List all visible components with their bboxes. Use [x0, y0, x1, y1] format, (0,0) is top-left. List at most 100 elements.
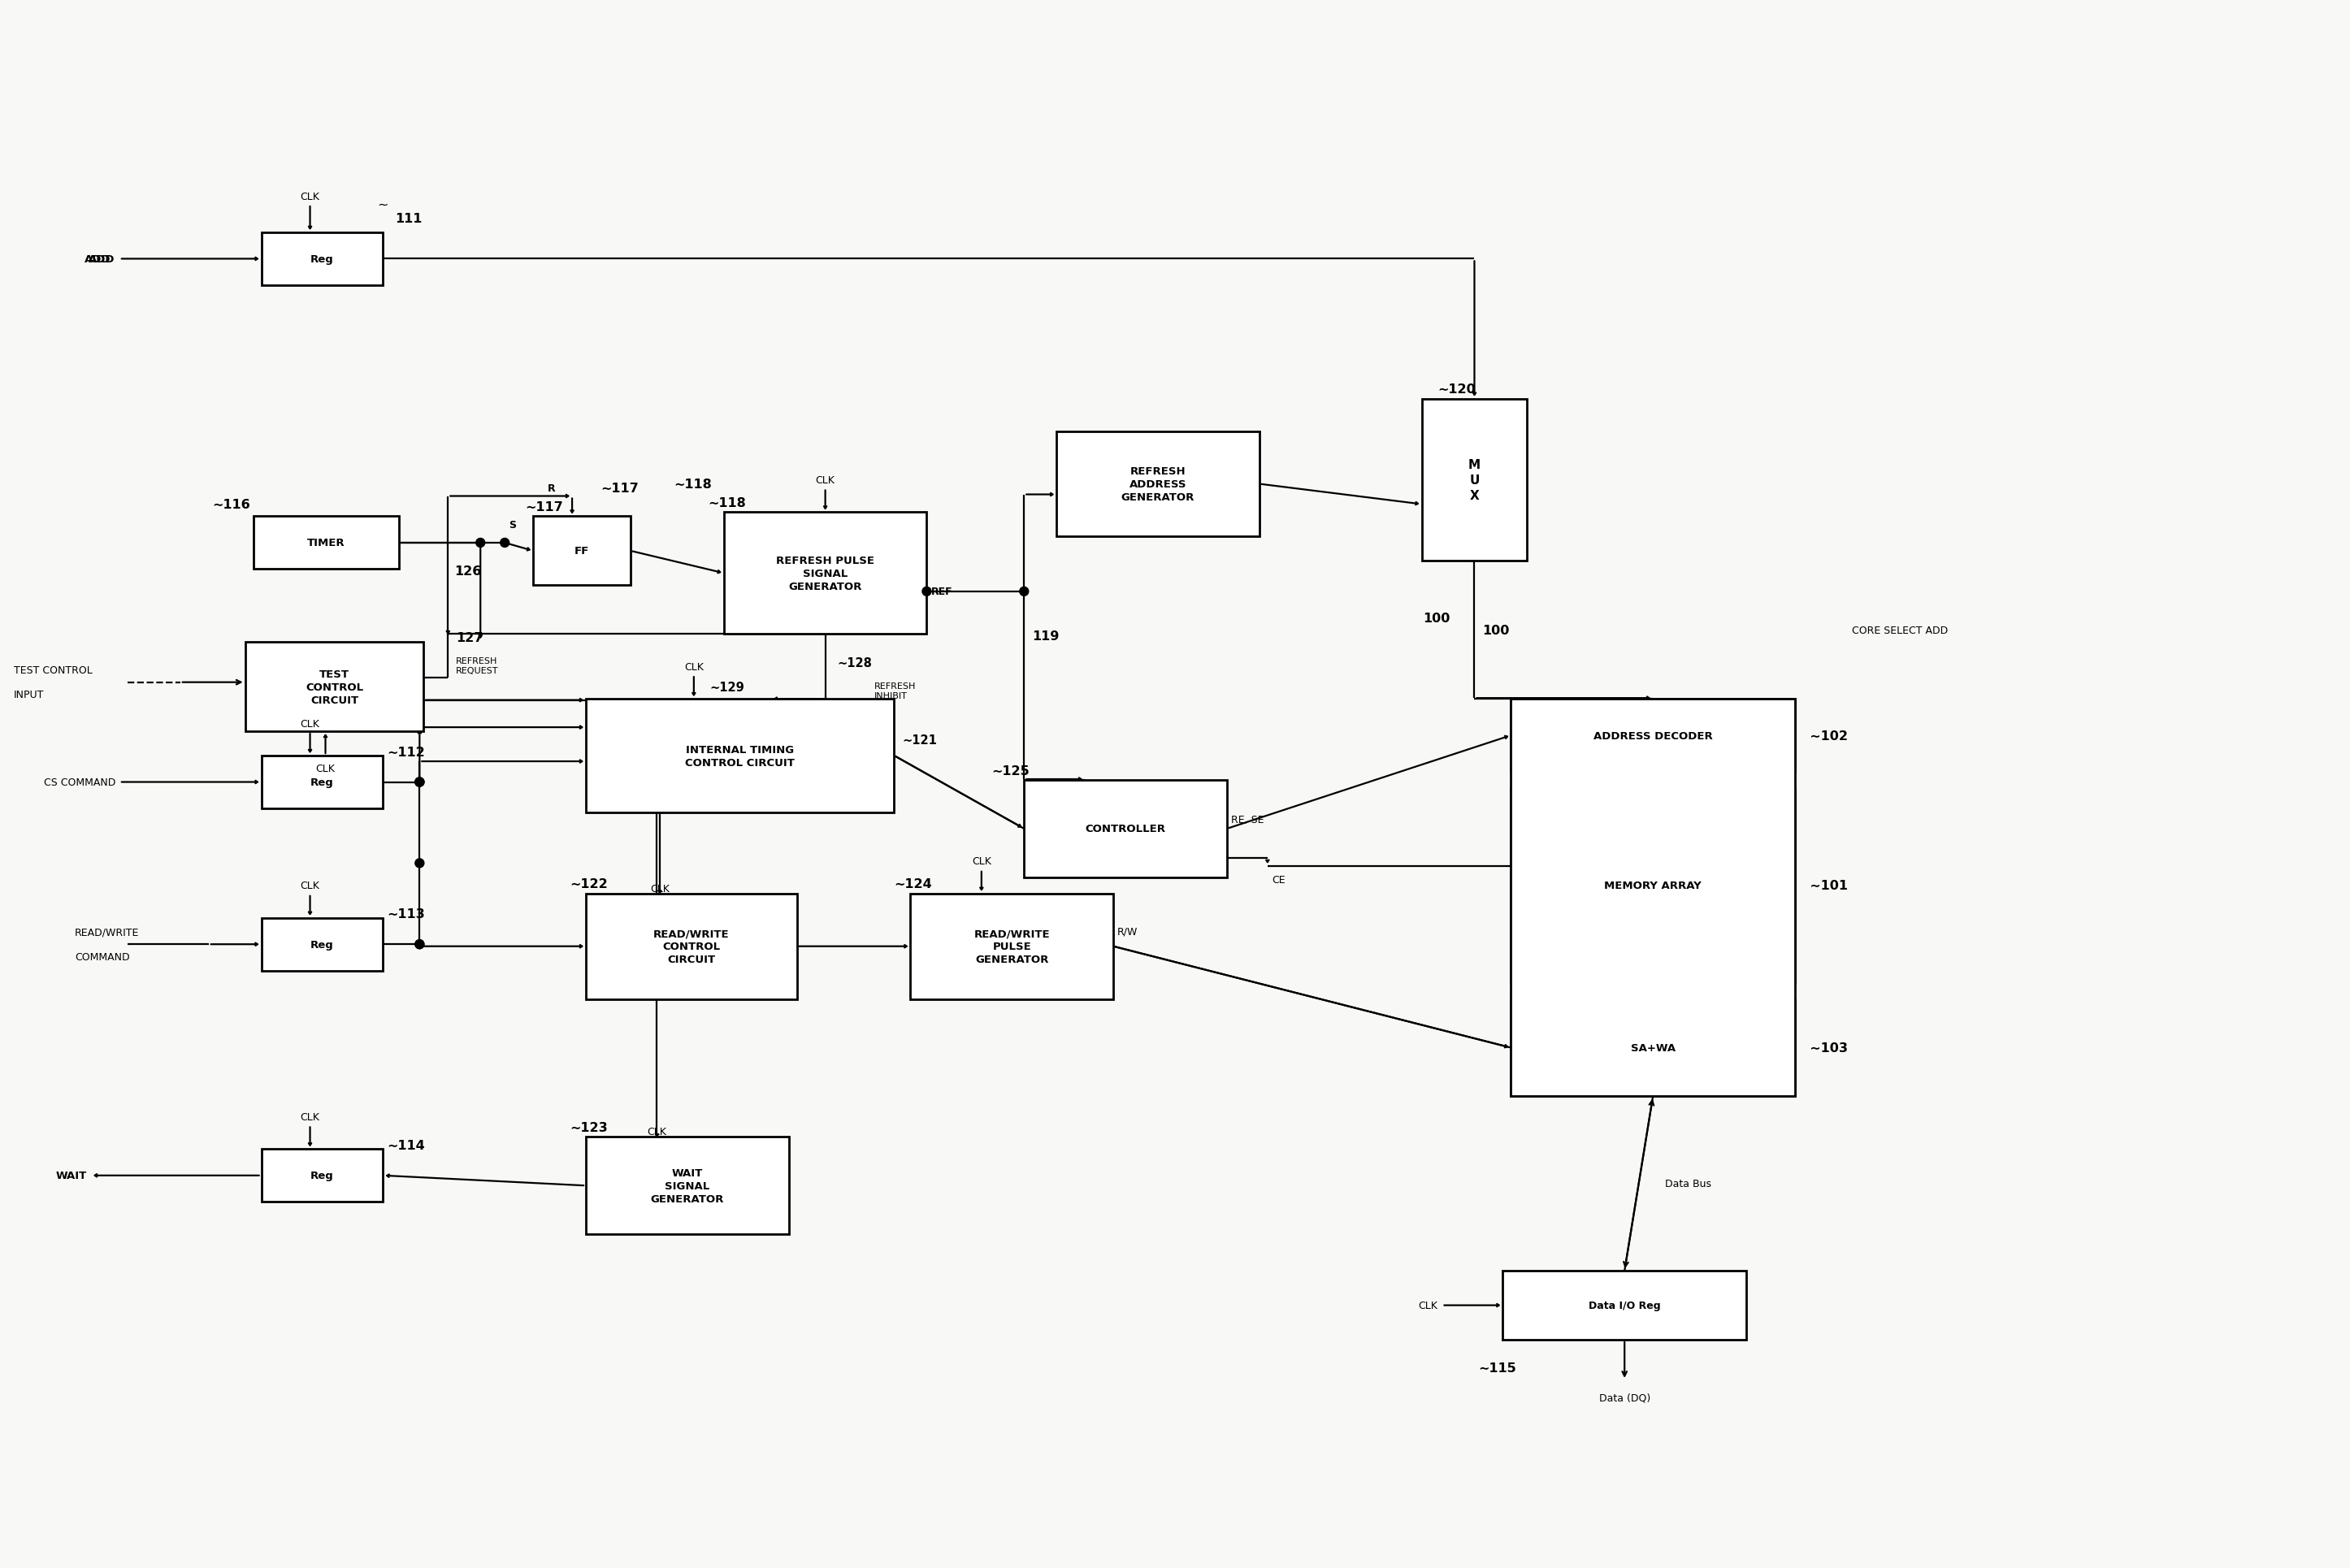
Text: ADD: ADD [85, 254, 110, 265]
Text: ∼101: ∼101 [1807, 880, 1847, 892]
Text: 100: 100 [1483, 624, 1509, 637]
Bar [1502, 1272, 1746, 1339]
Text: 100: 100 [1424, 612, 1450, 624]
Text: ∼113: ∼113 [388, 908, 425, 920]
Circle shape [416, 778, 423, 787]
Text: CS COMMAND: CS COMMAND [45, 778, 115, 787]
Bar [261, 234, 383, 285]
Bar [1511, 999, 1795, 1096]
Text: ∼120: ∼120 [1438, 384, 1476, 395]
Text: Reg: Reg [310, 778, 334, 787]
Text: ∼117: ∼117 [524, 502, 564, 513]
Text: ∼115: ∼115 [1478, 1363, 1516, 1374]
Text: REFRESH
REQUEST: REFRESH REQUEST [456, 657, 498, 674]
Bar [724, 513, 926, 635]
Text: FF: FF [573, 546, 590, 557]
Text: ∼128: ∼128 [837, 657, 872, 670]
Text: ∼123: ∼123 [569, 1121, 609, 1134]
Bar [244, 643, 423, 732]
Circle shape [416, 941, 423, 949]
Text: CLK: CLK [651, 883, 670, 894]
Text: ∼102: ∼102 [1807, 729, 1847, 742]
Text: ADDRESS DECODER: ADDRESS DECODER [1593, 731, 1713, 742]
Text: ∼117: ∼117 [602, 483, 639, 494]
Circle shape [416, 941, 423, 949]
Text: Reg: Reg [310, 939, 334, 950]
Text: ∼116: ∼116 [211, 499, 251, 511]
Text: READ/WRITE: READ/WRITE [75, 927, 139, 938]
Text: CLK: CLK [646, 1126, 667, 1137]
Text: SA+WA: SA+WA [1631, 1043, 1676, 1054]
Text: S: S [510, 521, 517, 530]
Text: CLK: CLK [1419, 1300, 1438, 1311]
Text: CLK: CLK [684, 662, 703, 673]
Circle shape [416, 859, 423, 869]
Bar [1511, 699, 1795, 773]
Bar [1511, 699, 1795, 1096]
Text: ∼125: ∼125 [992, 765, 1029, 776]
Text: CORE SELECT ADD: CORE SELECT ADD [1852, 626, 1948, 635]
Text: Data I/O Reg: Data I/O Reg [1589, 1300, 1661, 1311]
Text: WAIT
SIGNAL
GENERATOR: WAIT SIGNAL GENERATOR [651, 1168, 724, 1204]
Text: Data (DQ): Data (DQ) [1598, 1392, 1650, 1403]
Text: ∼121: ∼121 [902, 734, 938, 746]
Circle shape [921, 588, 931, 596]
Text: ∼112: ∼112 [388, 746, 425, 757]
Circle shape [1020, 588, 1029, 596]
Text: 111: 111 [395, 213, 423, 224]
Bar [1058, 431, 1260, 538]
Text: ∼114: ∼114 [388, 1138, 425, 1151]
Text: 126: 126 [454, 566, 482, 577]
Bar [533, 517, 630, 586]
Text: CLK: CLK [973, 856, 992, 867]
Text: ∼129: ∼129 [710, 681, 745, 693]
Text: Reg: Reg [310, 1170, 334, 1181]
Text: ∼: ∼ [378, 199, 388, 210]
Text: REF: REF [931, 586, 952, 597]
Text: R: R [548, 483, 555, 494]
Text: CLK: CLK [315, 764, 336, 773]
Text: COMMAND: COMMAND [75, 952, 129, 963]
Text: REFRESH
ADDRESS
GENERATOR: REFRESH ADDRESS GENERATOR [1121, 466, 1194, 503]
Circle shape [416, 778, 423, 787]
Text: Data Bus: Data Bus [1666, 1179, 1711, 1189]
Circle shape [416, 778, 423, 787]
Bar [1511, 789, 1795, 983]
Text: 127: 127 [456, 632, 484, 644]
Text: ∼122: ∼122 [569, 878, 609, 891]
Text: REFRESH PULSE
SIGNAL
GENERATOR: REFRESH PULSE SIGNAL GENERATOR [776, 555, 874, 591]
Text: ADD: ADD [89, 254, 115, 265]
Text: ∼103: ∼103 [1807, 1041, 1847, 1054]
Bar [261, 919, 383, 971]
Text: READ/WRITE
CONTROL
CIRCUIT: READ/WRITE CONTROL CIRCUIT [653, 928, 728, 964]
Text: TEST
CONTROL
CIRCUIT: TEST CONTROL CIRCUIT [306, 670, 364, 706]
Text: Reg: Reg [310, 254, 334, 265]
Text: CLK: CLK [815, 475, 834, 486]
Text: CE: CE [1271, 875, 1285, 884]
Text: CLK: CLK [301, 1112, 320, 1123]
Text: ∼118: ∼118 [674, 478, 712, 491]
Text: REFRESH
INHIBIT: REFRESH INHIBIT [874, 682, 917, 699]
Text: INTERNAL TIMING
CONTROL CIRCUIT: INTERNAL TIMING CONTROL CIRCUIT [686, 745, 794, 768]
Circle shape [477, 539, 484, 547]
Bar [909, 894, 1114, 999]
Text: M
U
X: M U X [1469, 459, 1480, 502]
Text: ∼124: ∼124 [895, 878, 933, 891]
Text: CLK: CLK [301, 191, 320, 202]
Text: TEST CONTROL: TEST CONTROL [14, 665, 92, 676]
Text: RE, SE: RE, SE [1231, 814, 1264, 825]
Text: CLK: CLK [301, 881, 320, 891]
Bar [585, 699, 895, 812]
Bar [1422, 400, 1528, 561]
Text: CLK: CLK [301, 718, 320, 729]
Bar [585, 1137, 790, 1234]
Bar [585, 894, 797, 999]
Text: WAIT: WAIT [56, 1170, 87, 1181]
Text: INPUT: INPUT [14, 690, 45, 699]
Text: R/W: R/W [1116, 927, 1137, 936]
Text: 119: 119 [1032, 630, 1060, 643]
Text: ∼118: ∼118 [707, 497, 745, 510]
Circle shape [501, 539, 510, 547]
Text: TIMER: TIMER [308, 538, 345, 549]
Bar [1025, 781, 1227, 878]
